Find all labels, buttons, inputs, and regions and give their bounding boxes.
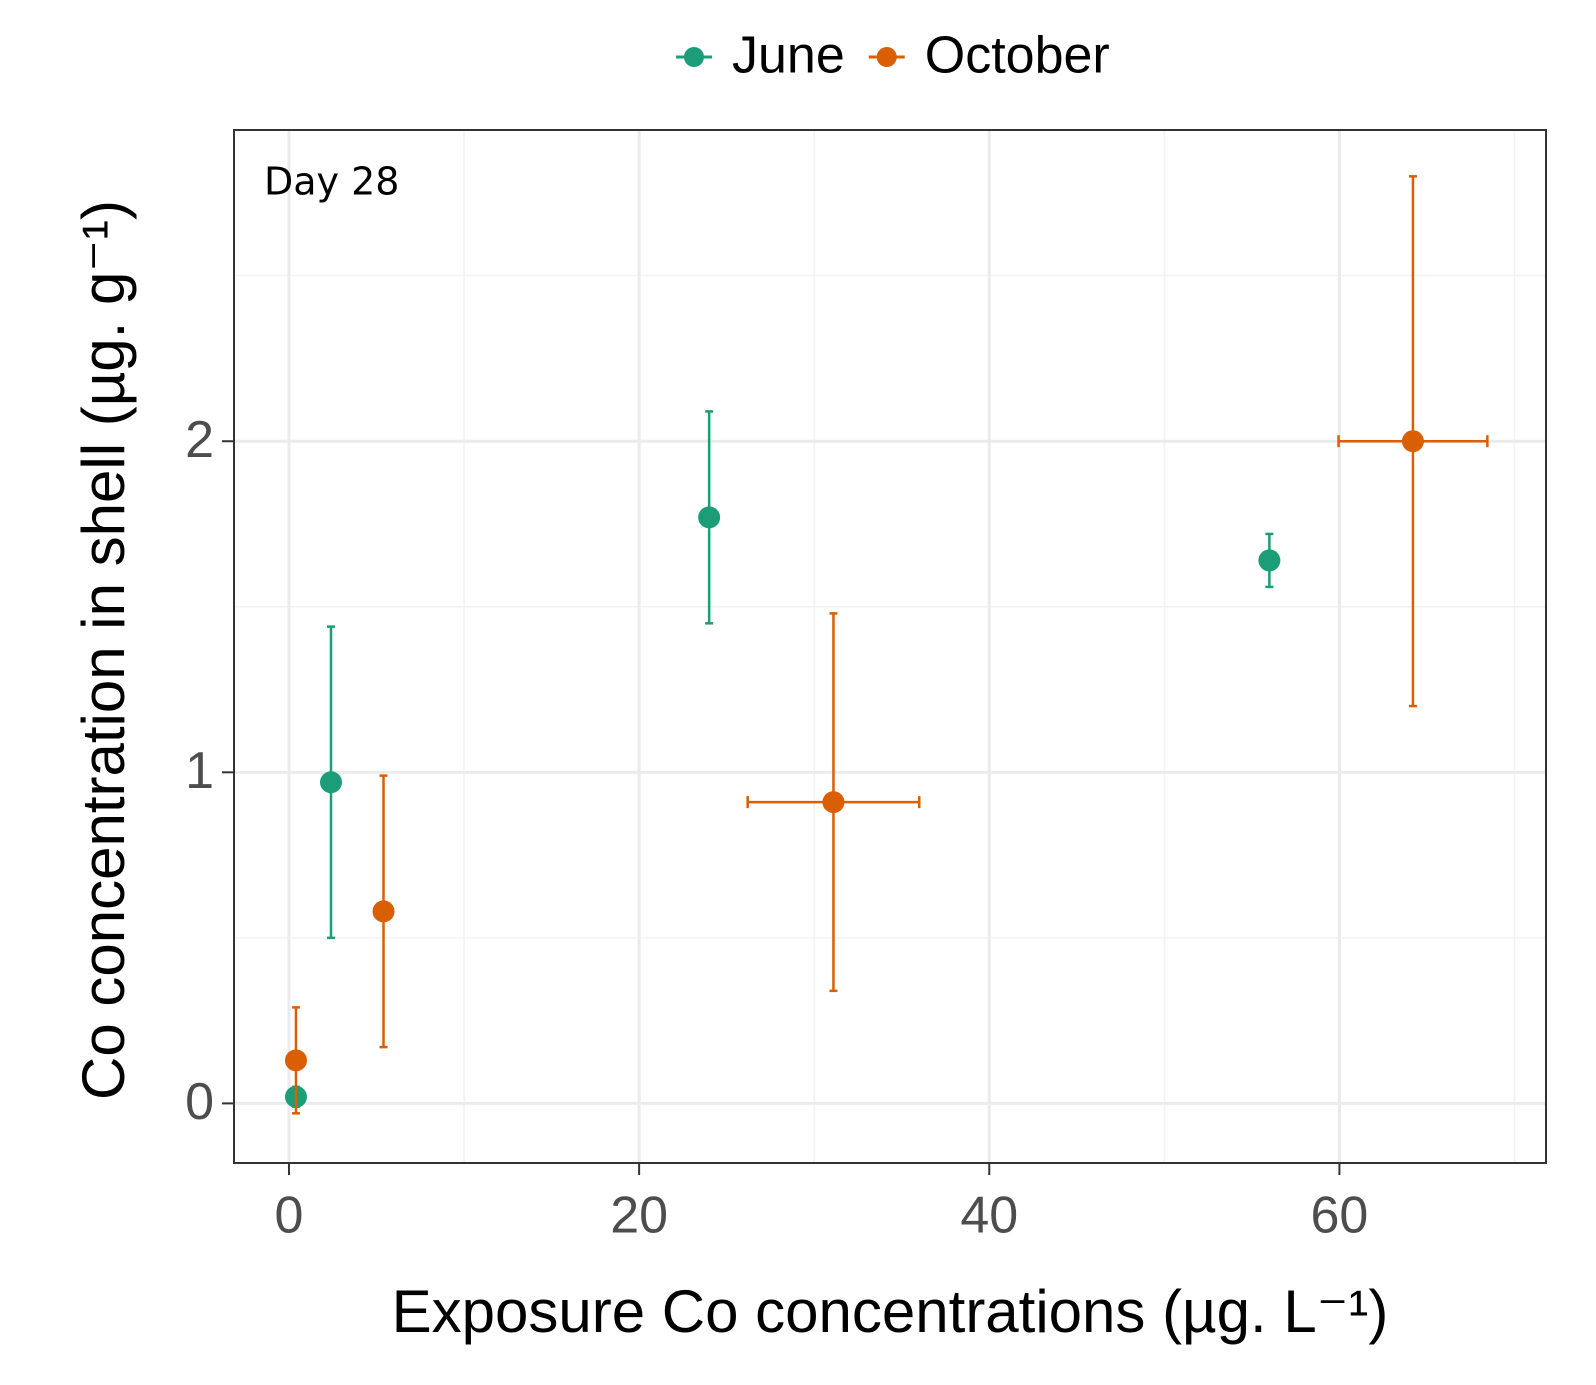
x-axis-title: Exposure Co concentrations (µg. L⁻¹) [392,1278,1389,1345]
grid [234,130,1546,1163]
y-tick-label: 0 [185,1073,214,1131]
x-tick-label: 60 [1310,1187,1368,1245]
legend-marker [684,47,704,67]
legend-label: June [732,27,845,85]
legend-label: October [925,27,1110,85]
point [372,900,395,923]
y-tick-label: 1 [185,742,214,800]
point [698,506,721,529]
x-tick-label: 0 [275,1187,304,1245]
point [319,771,342,794]
point [1258,549,1281,572]
legend-marker [876,47,897,67]
y-axis-title: Co concentration in shell (µg. g⁻¹) [70,200,137,1100]
plot-border [233,129,1547,1164]
point [822,791,845,814]
x-tick-label: 20 [610,1187,668,1245]
y-tick-label: 2 [185,411,214,469]
annotation: Day 28 [264,160,399,204]
point [284,1049,307,1072]
point [1401,430,1424,453]
x-tick-label: 40 [960,1187,1018,1245]
